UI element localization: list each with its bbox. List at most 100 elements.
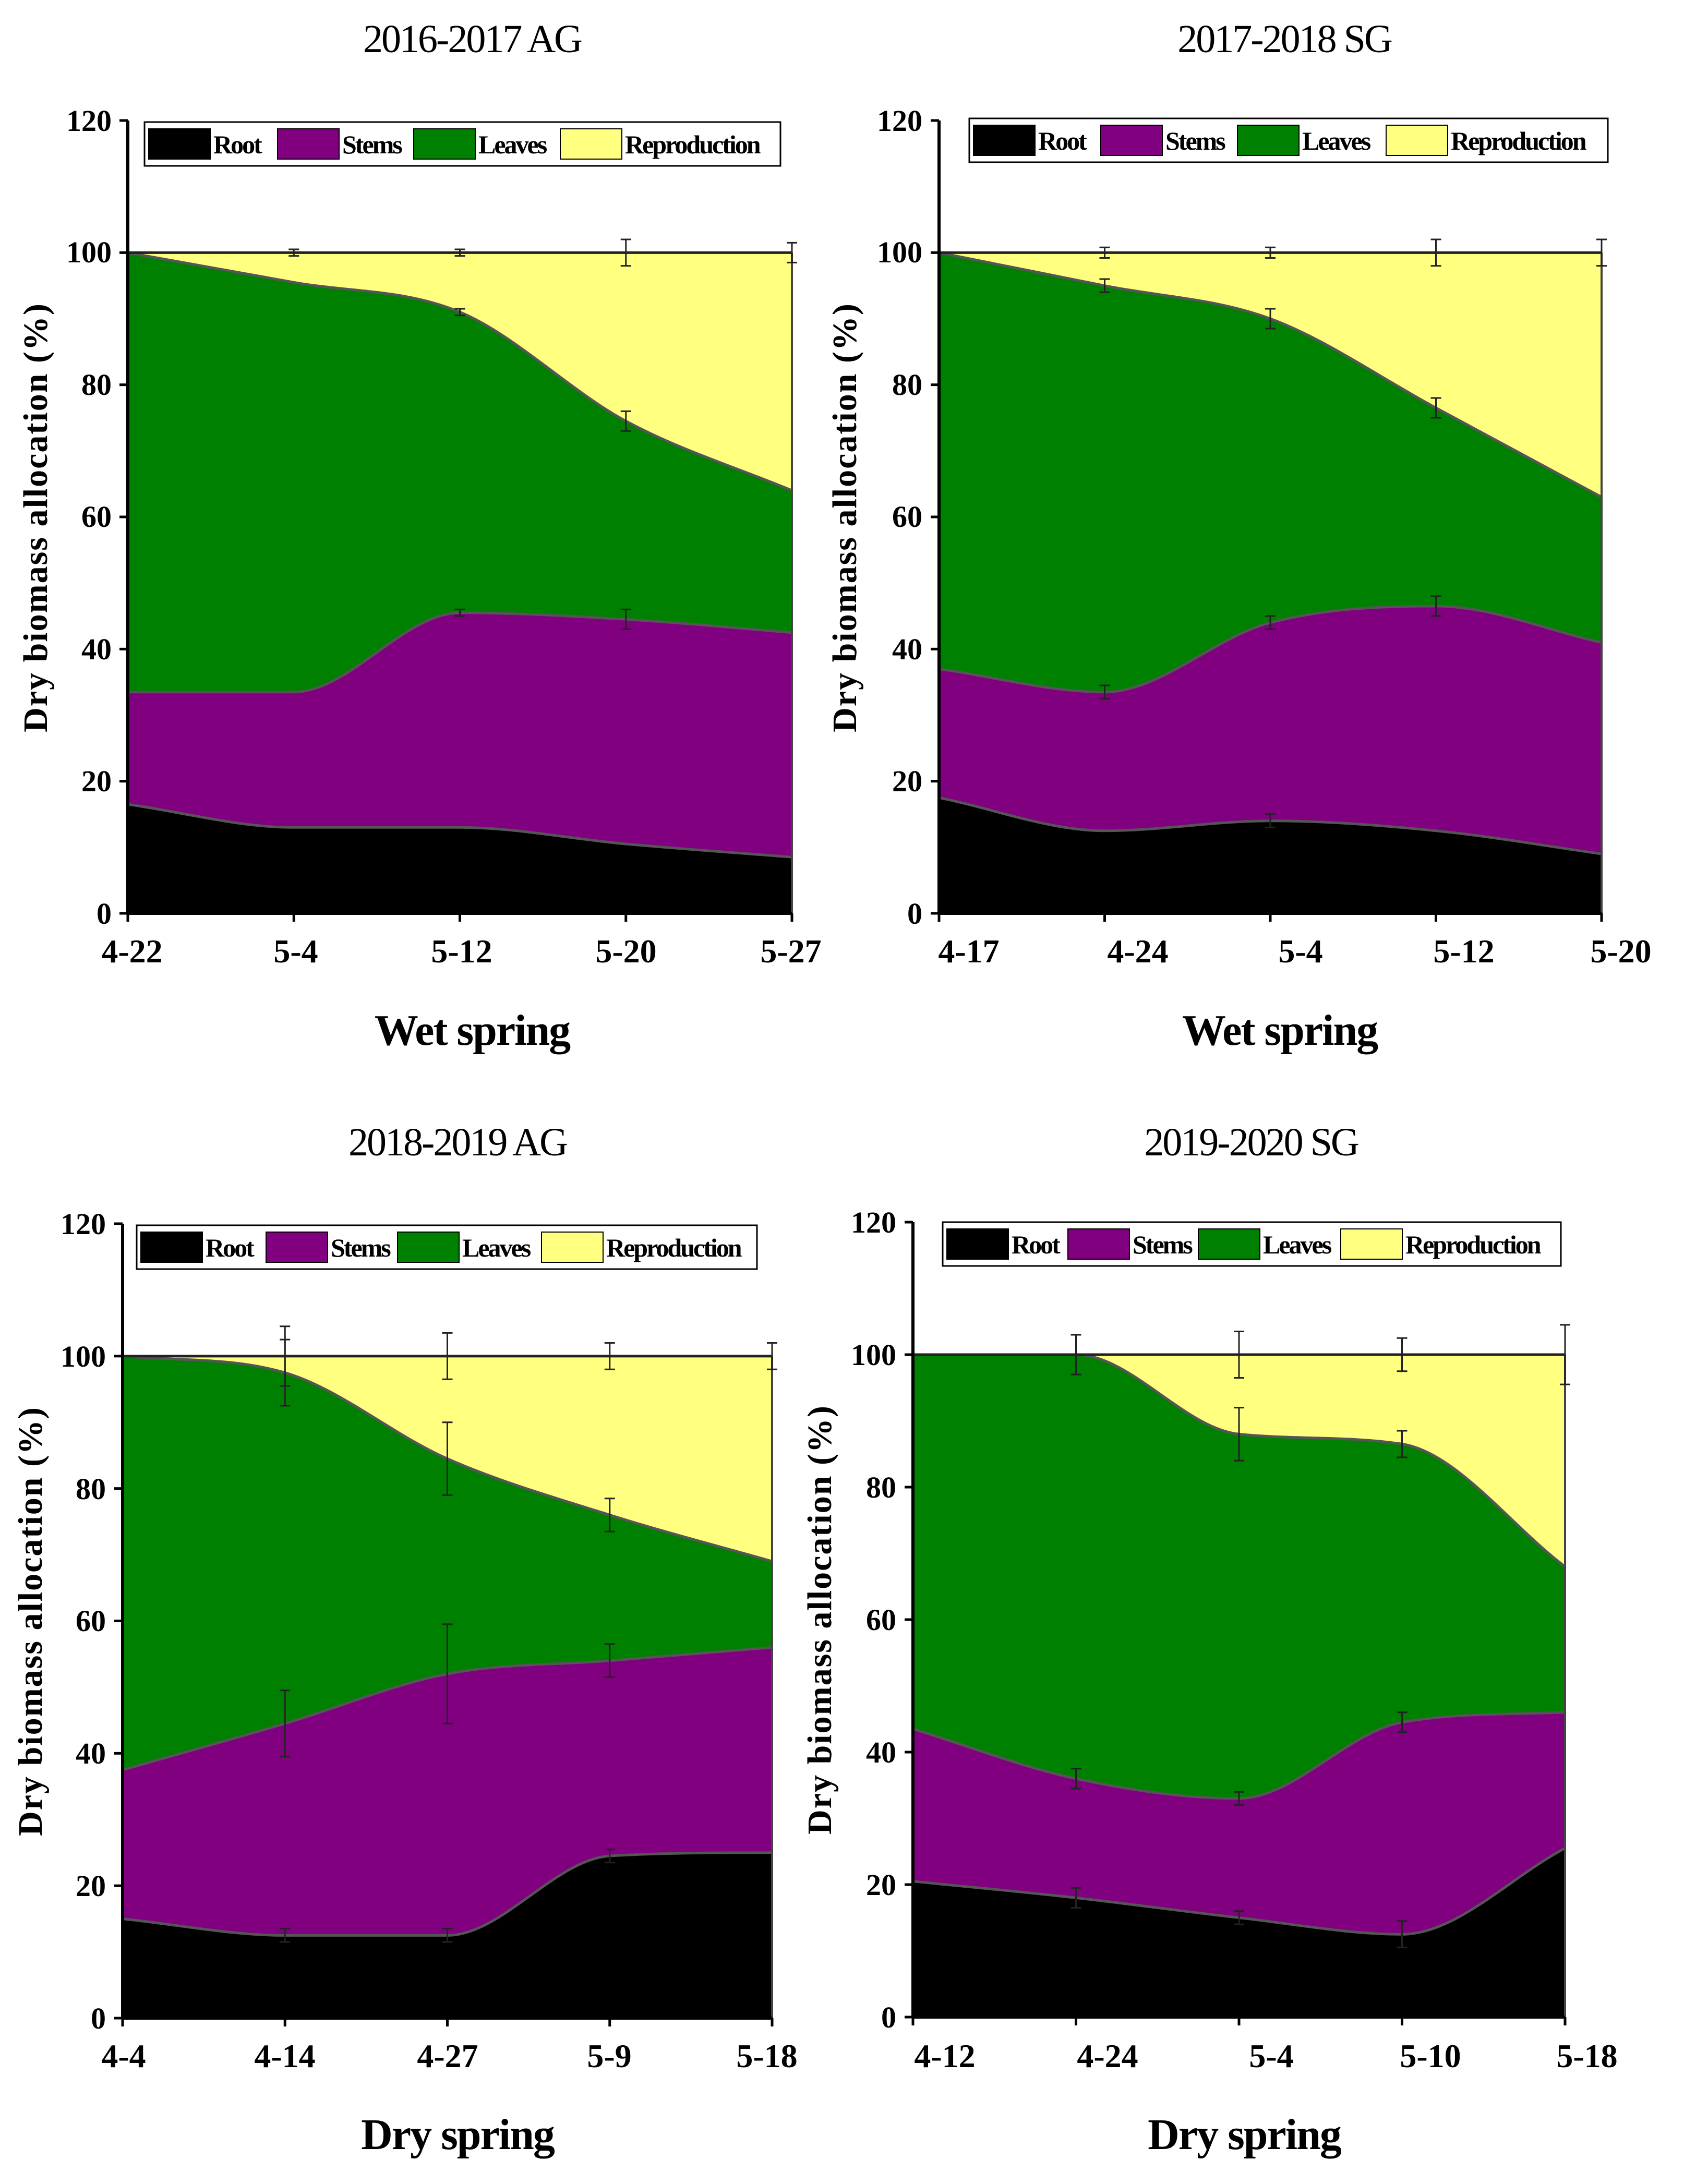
error-bar [620, 608, 631, 630]
error-bar [1265, 246, 1276, 259]
boundary-root [127, 803, 792, 859]
plot-area [127, 238, 797, 913]
legend-label-reproduction: Reproduction [625, 130, 761, 159]
x-axis-ticks: 4-4 4-14 4-27 5-9 5-18 [101, 2037, 797, 2074]
y-tick-label: 0 [881, 2000, 896, 2034]
error-bar [1265, 813, 1276, 828]
error-bar [1099, 684, 1110, 699]
error-bar [1234, 1791, 1244, 1806]
legend-label-root: Root [1012, 1230, 1061, 1259]
legend-label-reproduction: Reproduction [1405, 1230, 1542, 1259]
x-tick-label: 4-24 [1077, 2037, 1138, 2074]
error-bar [1430, 238, 1441, 267]
x-tick-label: 5-20 [595, 933, 656, 970]
y-tick-label: 80 [866, 1470, 896, 1504]
legend-swatch-stems [1100, 125, 1163, 156]
legend-label-root: Root [213, 130, 262, 159]
y-tick-label: 100 [851, 1338, 896, 1372]
error-bar [288, 248, 299, 257]
legend-swatch-reproduction [560, 128, 622, 160]
y-tick-label: 120 [61, 1207, 106, 1241]
x-tick-label: 4-14 [254, 2037, 315, 2074]
legend-swatch-leaves [1237, 125, 1300, 156]
y-tick-label: 120 [877, 104, 922, 138]
legend-swatch-stems [1067, 1228, 1130, 1260]
chart-title: 2016-2017 AG [363, 17, 582, 61]
legend-swatch-root [973, 125, 1036, 156]
chart-title: 2017-2018 SG [1177, 17, 1392, 61]
area-root [128, 804, 792, 913]
legend-label-leaves: Leaves [1263, 1230, 1332, 1259]
legend-label-reproduction: Reproduction [606, 1233, 742, 1262]
chart-title: 2019-2020 SG [1144, 1120, 1358, 1164]
y-tick-label: 20 [76, 1869, 106, 1903]
x-axis-label: Dry spring [1148, 2110, 1342, 2159]
area-stems [123, 1647, 772, 1936]
legend-label-leaves: Leaves [1302, 126, 1371, 155]
x-tick-label: 4-12 [914, 2037, 975, 2074]
y-axis-label: Dry biomass allocation (%) [11, 1406, 50, 1836]
x-tick-label: 5-27 [760, 933, 821, 970]
y-axis-label: Dry biomass allocation (%) [826, 303, 864, 732]
x-tick-label: 5-18 [1556, 2037, 1617, 2074]
legend-swatch-leaves [397, 1232, 460, 1263]
error-bar [442, 1623, 453, 1724]
y-tick-label: 0 [907, 897, 922, 931]
legend-label-stems: Stems [331, 1233, 391, 1262]
x-tick-label: 5-12 [1433, 933, 1494, 970]
y-tick-label: 20 [892, 764, 922, 798]
legend-label-root: Root [206, 1233, 255, 1262]
y-tick-label: 120 [66, 104, 112, 138]
panel-2019-2020: 2019-2020 SG Root Stems Leaves Reproduct… [801, 1120, 1618, 2159]
legend-label-leaves: Leaves [462, 1233, 531, 1262]
y-tick-label: 20 [866, 1868, 896, 1902]
y-tick-label: 40 [866, 1735, 896, 1769]
x-tick-label: 4-4 [101, 2037, 146, 2074]
legend-label-root: Root [1038, 126, 1087, 155]
y-tick-label: 0 [97, 897, 112, 931]
error-bar [1397, 1711, 1408, 1733]
legend-label-stems: Stems [342, 130, 402, 159]
area-stems [939, 606, 1602, 854]
error-bar [1430, 595, 1441, 617]
y-axis-label: Dry biomass allocation (%) [17, 303, 55, 732]
area-leaves [128, 252, 792, 692]
error-bar [280, 1928, 291, 1943]
legend-swatch-leaves [1198, 1228, 1260, 1260]
legend-swatch-leaves [413, 128, 476, 160]
y-tick-label: 40 [76, 1736, 106, 1770]
legend-swatch-stems [277, 128, 340, 160]
error-bar [1265, 615, 1276, 630]
error-bar [787, 242, 797, 263]
error-bar [454, 608, 465, 617]
panel-2017-2018: 2017-2018 SG Root Stems Leaves Reproduct… [826, 17, 1652, 1055]
error-bar [1265, 308, 1276, 330]
error-bar [1099, 278, 1110, 293]
legend: Root Stems Leaves Reproduction [136, 1224, 758, 1270]
legend-swatch-reproduction [541, 1232, 604, 1263]
x-tick-label: 4-27 [417, 2037, 478, 2074]
legend: Root Stems Leaves Reproduction [968, 117, 1609, 163]
panel-2018-2019: 2018-2019 AG Root Stems Leaves Reproduct… [11, 1120, 798, 2159]
error-bar [1397, 1430, 1408, 1458]
x-tick-label: 5-9 [587, 2037, 631, 2074]
y-tick-label: 40 [892, 632, 922, 666]
error-bar [454, 248, 465, 257]
error-bar [442, 1421, 453, 1496]
x-axis-ticks: 4-22 5-4 5-12 5-20 5-27 [101, 933, 821, 970]
legend-swatch-reproduction [1340, 1228, 1403, 1260]
x-tick-label: 5-18 [736, 2037, 797, 2074]
legend-swatch-root [140, 1232, 203, 1263]
x-tick-label: 5-10 [1400, 2037, 1461, 2074]
error-bar [604, 1498, 615, 1533]
legend: Root Stems Leaves Reproduction [942, 1221, 1562, 1267]
chart-title: 2018-2019 AG [348, 1120, 567, 1164]
x-tick-label: 4-22 [101, 933, 162, 970]
error-bar [1560, 1324, 1570, 1385]
error-bar [1234, 1331, 1244, 1379]
x-tick-label: 4-17 [938, 933, 999, 970]
plot-area [939, 238, 1607, 913]
x-tick-label: 5-4 [1249, 2037, 1293, 2074]
legend: Root Stems Leaves Reproduction [143, 121, 781, 167]
